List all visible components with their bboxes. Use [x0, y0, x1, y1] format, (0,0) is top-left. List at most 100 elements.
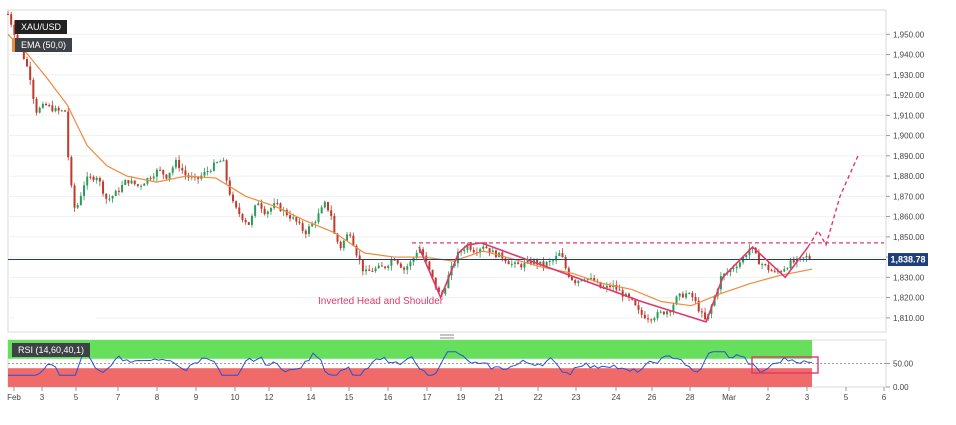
candle-body	[387, 265, 390, 268]
rsi-label: RSI (14,60,40,1)	[12, 343, 91, 357]
candle-body	[174, 159, 177, 168]
time-tick-label: Feb	[7, 393, 21, 402]
time-tick-label: 6	[882, 393, 887, 402]
candle-body	[669, 311, 672, 313]
main-gridlines	[8, 33, 886, 319]
candle-body	[38, 107, 41, 113]
candle-body	[738, 262, 741, 267]
last-price-badge: 1,838.78	[888, 253, 928, 267]
candle-body	[805, 256, 808, 258]
candle-body	[323, 202, 326, 208]
candle-body	[618, 289, 621, 291]
candle-body	[48, 105, 51, 107]
candle-body	[558, 253, 561, 256]
candle-body	[615, 284, 618, 290]
candle-body	[333, 215, 336, 234]
candle-body	[415, 252, 418, 259]
candle-body	[212, 162, 215, 171]
candle-body	[494, 250, 497, 258]
candle-body	[773, 271, 776, 273]
candle-body	[111, 196, 114, 199]
candle-body	[517, 262, 520, 265]
candle-body	[593, 278, 596, 282]
candle-body	[86, 176, 89, 186]
time-tick-label: 17	[423, 393, 432, 402]
candle-body	[469, 244, 472, 250]
candle-body	[672, 304, 675, 312]
candle-body	[542, 261, 545, 266]
pane-divider-handle[interactable]	[440, 334, 454, 339]
candle-body	[105, 193, 108, 199]
candle-body	[678, 293, 681, 297]
candle-body	[238, 207, 241, 215]
price-tick-label: 1,870.00	[893, 192, 925, 201]
candle-body	[561, 253, 564, 258]
candle-body	[365, 269, 368, 272]
candle-body	[675, 296, 678, 305]
price-tick-label: 1,930.00	[893, 71, 925, 80]
candle-body	[808, 256, 811, 260]
candle-body	[780, 271, 783, 273]
candle-body	[330, 210, 333, 216]
candle-body	[605, 285, 608, 288]
candle-body	[247, 222, 250, 225]
candle-body	[551, 260, 554, 262]
candle-body	[586, 278, 589, 280]
empty-panel	[14, 299, 96, 319]
candle-body	[320, 207, 323, 214]
candle-body	[647, 318, 650, 320]
candle-body	[510, 263, 513, 265]
rsi-line	[8, 351, 813, 376]
candle-body	[327, 202, 330, 211]
candle-body	[700, 311, 703, 313]
candle-body	[428, 261, 431, 270]
candle-body	[89, 176, 92, 178]
candle-body	[349, 234, 352, 236]
candle-body	[589, 278, 592, 280]
candle-body	[171, 167, 174, 173]
candle-body	[355, 245, 358, 256]
candle-body	[599, 282, 602, 288]
candle-body	[643, 314, 646, 319]
candle-body	[384, 266, 387, 268]
candle-body	[159, 169, 162, 171]
candle-body	[216, 162, 219, 164]
main-plot-area	[7, 9, 887, 333]
candle-body	[83, 185, 86, 196]
candle-body	[434, 277, 437, 288]
candle-body	[656, 312, 659, 319]
candle-body	[444, 288, 447, 294]
candle-body	[124, 180, 127, 185]
candle-body	[662, 311, 665, 315]
candle-body	[482, 246, 485, 249]
candle-body	[681, 293, 684, 298]
candle-body	[308, 226, 311, 235]
time-tick-label: 5	[74, 393, 79, 402]
candle-body	[70, 157, 73, 186]
pattern-line	[418, 242, 809, 323]
candle-body	[102, 181, 105, 194]
candle-body	[10, 14, 13, 25]
candle-body	[108, 198, 111, 200]
candle-body	[723, 273, 726, 277]
time-tick-label: 2	[766, 393, 771, 402]
candle-body	[222, 160, 225, 162]
candle-body	[653, 318, 656, 321]
time-tick-label: 3	[40, 393, 45, 402]
candle-body	[288, 215, 291, 219]
candle-body	[190, 176, 193, 178]
time-tick-label: 21	[495, 393, 504, 402]
rsi-tick-label: 0.00	[893, 383, 909, 392]
candle-body	[32, 79, 35, 99]
candle-body	[152, 176, 155, 179]
candle-body	[314, 222, 317, 224]
candle-body	[254, 205, 257, 216]
candle-body	[732, 268, 735, 270]
candle-body	[456, 251, 459, 264]
candle-body	[73, 185, 76, 208]
candle-body	[317, 213, 320, 223]
time-tick-label: 5	[844, 393, 849, 402]
price-tick-label: 1,830.00	[893, 273, 925, 282]
candle-body	[57, 107, 60, 111]
candle-body	[336, 233, 339, 242]
